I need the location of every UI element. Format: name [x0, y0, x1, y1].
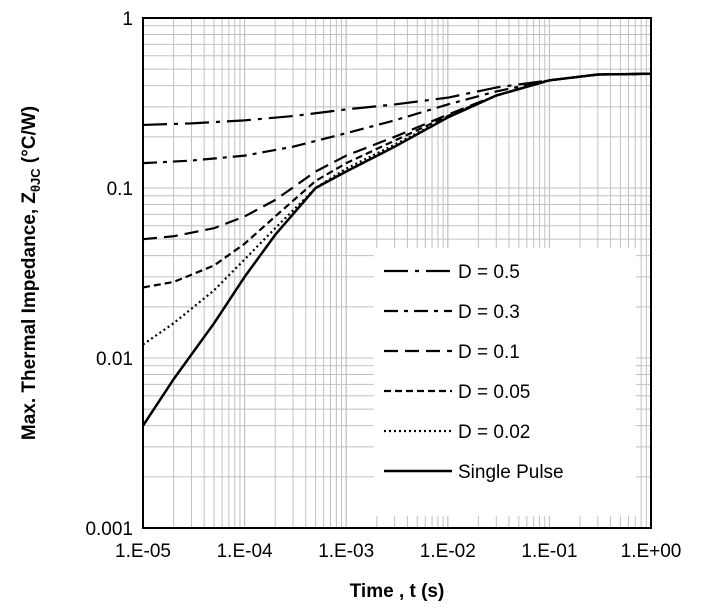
x-tick-label: 1.E-01 [521, 541, 577, 562]
legend-label: D = 0.3 [458, 302, 520, 323]
legend-label: D = 0.5 [458, 262, 520, 283]
legend-label: D = 0.05 [458, 382, 530, 403]
y-tick-labels: 0.001 0.01 0.1 1 [85, 9, 133, 540]
x-tick-label: 1.E-05 [115, 541, 171, 562]
series-line [142, 72, 652, 127]
series-lines [141, 72, 652, 427]
legend-label: D = 0.02 [458, 422, 530, 443]
y-axis-title-subscript: θJC [28, 168, 43, 192]
legend-label: Single Pulse [458, 462, 564, 483]
series-line [141, 72, 652, 427]
y-axis-title: Max. Thermal Impedance, ZθJC (°C/W) [19, 106, 43, 440]
y-tick-label: 1 [122, 9, 133, 30]
legend: D = 0.5 D = 0.3 D = 0.1 D = 0.05 D = 0.02 Sin… [374, 248, 636, 516]
x-tick-label: 1.E-02 [420, 541, 476, 562]
y-tick-label: 0.1 [107, 179, 133, 200]
series-line [142, 72, 652, 241]
x-tick-label: 1.E-03 [318, 541, 374, 562]
x-tick-labels: 1.E-05 1.E-04 1.E-03 1.E-02 1.E-01 1.E+00 [115, 541, 681, 562]
x-axis-title: Time , t (s) [350, 581, 445, 602]
series-line [142, 72, 652, 165]
y-tick-label: 0.001 [85, 519, 133, 540]
legend-label: D = 0.1 [458, 342, 520, 363]
x-tick-label: 1.E+00 [621, 541, 682, 562]
plot-frame [142, 17, 652, 529]
x-tick-label: 1.E-04 [217, 541, 273, 562]
y-axis-title-unit: (°C/W) [19, 106, 40, 168]
y-tick-label: 0.01 [96, 349, 133, 370]
y-axis-title-main: Max. Thermal Impedance, Z [19, 192, 40, 441]
